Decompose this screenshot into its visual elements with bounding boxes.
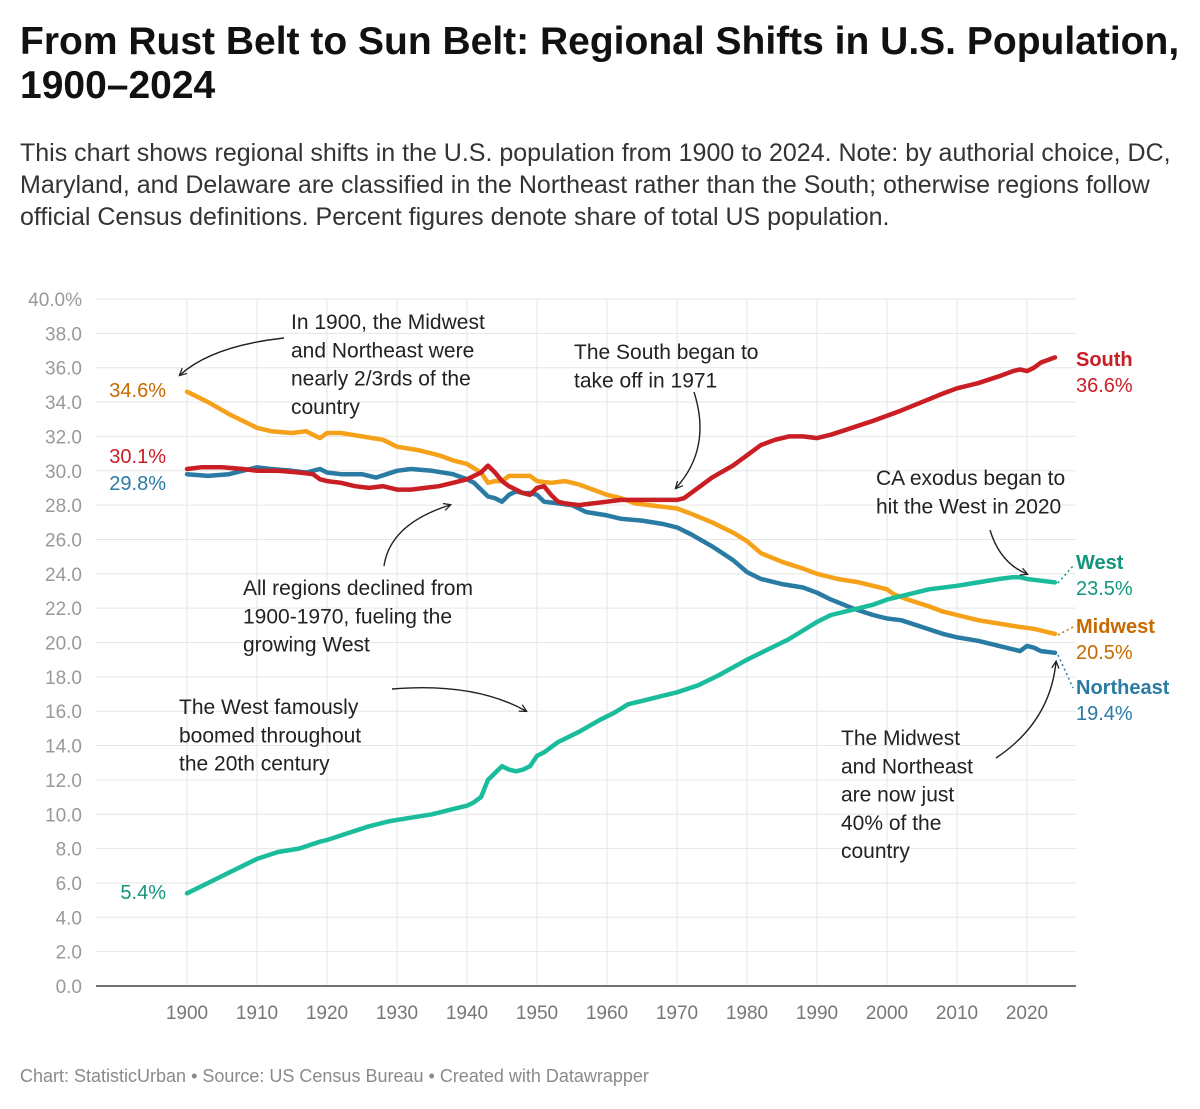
series-lines	[184, 355, 1058, 896]
axes: 0.0 2.0 4.0 6.0 8.0 10.0 12.0 14.0 16.0 18.0 20.0 2…	[28, 290, 1076, 1024]
end-label-leader-northeast	[1057, 654, 1074, 689]
annotation-text-all-regions-declined: All regions declined from	[243, 577, 473, 600]
y-tick-label: 34.0	[45, 393, 82, 414]
annotation-text-ca-exodus: hit the West in 2020	[876, 495, 1061, 518]
annotation-text-all-regions-declined: 1900-1970, fueling the	[243, 605, 452, 628]
x-tick-label: 1930	[376, 1003, 418, 1024]
annotation-text-midwest-northeast-now: are now just	[841, 784, 954, 807]
y-tick-label: 24.0	[45, 565, 82, 586]
annotation-text-west-boomed: The West famously	[179, 696, 359, 719]
y-tick-label: 6.0	[56, 874, 82, 895]
x-tick-label: 1920	[306, 1003, 348, 1024]
y-tick-label: 40.0%	[28, 290, 82, 311]
y-tick-label: 28.0	[45, 496, 82, 517]
source-credit: Source: US Census Bureau	[202, 1066, 424, 1086]
end-label-leader-midwest	[1057, 626, 1074, 636]
chart-description: This chart shows regional shifts in the …	[20, 139, 1171, 231]
grid-lines	[96, 298, 1076, 986]
footer-separator: •	[191, 1066, 198, 1086]
end-series-name-west: West	[1076, 552, 1124, 574]
series-line-south	[184, 355, 1058, 508]
footer: Chart: StatisticUrban • Source: US Census …	[20, 1066, 649, 1087]
y-tick-label: 20.0	[45, 634, 82, 655]
end-series-name-northeast: Northeast	[1076, 677, 1170, 699]
start-value-label-west: 5.4%	[120, 882, 166, 904]
x-tick-label: 1940	[446, 1003, 488, 1024]
arrow-all-regions-declined	[383, 505, 450, 567]
annotation-text-south-takeoff: take off in 1971	[574, 369, 717, 392]
y-tick-label: 4.0	[56, 908, 82, 929]
y-tick-label: 2.0	[56, 943, 82, 964]
end-value-label-west: 23.5%	[1076, 578, 1133, 600]
y-tick-label: 10.0	[45, 805, 82, 826]
annotation-text-west-boomed: the 20th century	[179, 753, 330, 776]
end-value-label-midwest: 20.5%	[1076, 642, 1133, 664]
footer-separator: •	[428, 1066, 435, 1086]
arrow-ca-exodus	[989, 529, 1027, 574]
arrow-midwest-northeast-now	[995, 662, 1056, 759]
annotation-text-midwest-northeast-now: country	[841, 840, 910, 863]
annotation-text-south-takeoff: The South began to	[574, 341, 758, 364]
annotation-text-ca-exodus: CA exodus began to	[876, 467, 1065, 490]
start-value-label-northeast: 29.8%	[109, 473, 166, 495]
series-labels: 30.1% 29.8% 34.6% 5.4% South 36.6% Northeast 19…	[109, 349, 1169, 904]
end-value-label-northeast: 19.4%	[1076, 703, 1133, 725]
y-tick-label: 32.0	[45, 427, 82, 448]
y-tick-label: 26.0	[45, 530, 82, 551]
end-series-name-south: South	[1076, 349, 1133, 371]
x-tick-label: 1990	[796, 1003, 838, 1024]
y-tick-label: 12.0	[45, 771, 82, 792]
annotation-text-midwest-northeast-1900: and Northeast were	[291, 339, 474, 362]
annotation-text-midwest-northeast-now: 40% of the	[841, 812, 941, 835]
annotation-text-midwest-northeast-now: and Northeast	[841, 755, 973, 778]
chart-credit: Chart: StatisticUrban	[20, 1066, 187, 1086]
start-value-label-south: 30.1%	[109, 446, 166, 468]
arrow-south-takeoff	[676, 391, 701, 488]
annotation-text-midwest-northeast-now: The Midwest	[841, 727, 960, 750]
x-tick-label: 1970	[656, 1003, 698, 1024]
annotations: In 1900, the Midwest and Northeast were ne…	[179, 311, 1065, 863]
series-line-west	[184, 574, 1058, 896]
y-tick-label: 30.0	[45, 462, 82, 483]
x-tick-label: 2010	[936, 1003, 978, 1024]
annotation-text-midwest-northeast-1900: country	[291, 396, 360, 419]
end-series-name-midwest: Midwest	[1076, 616, 1155, 638]
y-tick-label: 18.0	[45, 668, 82, 689]
tool-credit: Created with Datawrapper	[439, 1066, 649, 1086]
annotation-text-west-boomed: boomed throughout	[179, 724, 361, 747]
x-tick-label: 2020	[1006, 1003, 1048, 1024]
x-tick-label: 1960	[586, 1003, 628, 1024]
start-value-label-midwest: 34.6%	[109, 380, 166, 402]
end-label-leader-west	[1057, 565, 1074, 584]
chart-title: From Rust Belt to Sun Belt: Regional Shi…	[20, 20, 1180, 107]
y-tick-label: 8.0	[56, 840, 82, 861]
end-value-label-south: 36.6%	[1076, 375, 1133, 397]
annotation-text-midwest-northeast-1900: nearly 2/3rds of the	[291, 368, 471, 391]
annotation-text-midwest-northeast-1900: In 1900, the Midwest	[291, 311, 485, 334]
y-tick-label: 16.0	[45, 702, 82, 723]
x-tick-label: 1950	[516, 1003, 558, 1024]
y-tick-label: 36.0	[45, 359, 82, 380]
annotation-text-all-regions-declined: growing West	[243, 634, 370, 657]
y-tick-label: 14.0	[45, 737, 82, 758]
arrow-west-boomed	[391, 686, 526, 711]
y-tick-label: 0.0	[56, 977, 82, 998]
x-tick-label: 2000	[866, 1003, 908, 1024]
y-tick-label: 38.0	[45, 324, 82, 345]
x-tick-label: 1910	[236, 1003, 278, 1024]
y-tick-label: 22.0	[45, 599, 82, 620]
x-tick-label: 1980	[726, 1003, 768, 1024]
arrow-midwest-northeast-1900	[180, 337, 285, 375]
x-tick-label: 1900	[166, 1003, 208, 1024]
